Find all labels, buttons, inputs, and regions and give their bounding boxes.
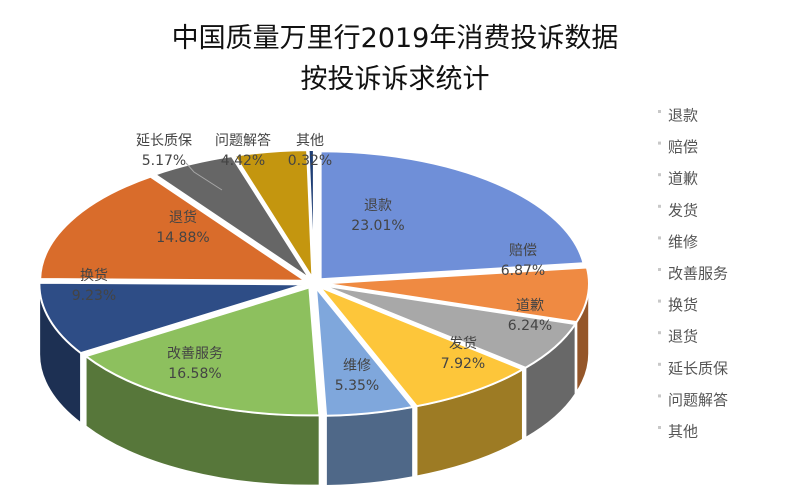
legend-item: 其他	[668, 423, 698, 441]
legend-item: 改善服务	[668, 265, 728, 283]
data-label-value: 5.35%	[335, 378, 379, 394]
data-label-value: 7.92%	[441, 356, 485, 372]
data-label-category: 退款	[364, 198, 392, 214]
data-label-value: 9.23%	[72, 288, 116, 304]
legend-item: 退款	[668, 107, 698, 125]
data-label-value: 4.42%	[221, 153, 265, 169]
legend-marker	[658, 299, 661, 303]
data-label-category: 维修	[343, 358, 371, 374]
data-label-value: 14.88%	[156, 230, 209, 246]
legend-marker	[658, 236, 661, 240]
pie-slice-改善服务	[83, 286, 321, 417]
legend-marker	[658, 362, 661, 366]
data-label-category: 问题解答	[215, 132, 271, 149]
data-label-value: 6.87%	[501, 263, 545, 279]
legend-marker	[658, 141, 661, 145]
pie-slice-其他	[307, 148, 315, 279]
pie-slice-换货	[38, 281, 305, 355]
legend-marker	[658, 110, 661, 113]
legend-item: 换货	[668, 296, 698, 314]
data-label-category: 赔偿	[509, 243, 537, 259]
data-labels: 退款 23.01% 赔偿 6.87% 道歉 6.24% 发货 7.92% 维修 5.35% 改善服务…	[72, 132, 552, 394]
legend-item: 道歉	[668, 170, 698, 188]
pie-slice-发货	[319, 286, 525, 408]
legend-marker	[658, 204, 661, 208]
pie-slice-退款	[319, 150, 585, 281]
pie-slice-道歉	[322, 284, 578, 369]
pie-slice-问题解答	[232, 149, 314, 282]
pie-side-维修	[325, 406, 414, 487]
data-label-category: 道歉	[516, 297, 544, 314]
legend-marker	[658, 426, 661, 429]
data-label-category: 退货	[169, 209, 197, 226]
data-label-value: 16.58%	[168, 366, 221, 382]
data-label-value: 23.01%	[351, 218, 404, 234]
legend-marker	[658, 173, 661, 177]
legend-item: 问题解答	[668, 391, 728, 409]
data-label-value: 6.24%	[508, 318, 552, 334]
legend-item: 延长质保	[668, 359, 728, 377]
pie-tops	[38, 148, 590, 417]
chart-title-line-1: 中国质量万里行2019年消费投诉数据	[172, 23, 619, 54]
legend-marker	[658, 331, 661, 335]
pie-slice-维修	[314, 284, 415, 417]
data-label-category: 换货	[80, 267, 108, 284]
data-label-value: 5.17%	[142, 153, 186, 169]
legend-marker	[658, 394, 661, 398]
leader-line	[185, 162, 223, 191]
data-label-category: 改善服务	[167, 346, 223, 362]
data-label-category: 延长质保	[136, 133, 192, 149]
legend-item: 赔偿	[668, 138, 698, 156]
chart-title: 中国质量万里行2019年消费投诉数据 按投诉诉求统计	[172, 23, 619, 95]
pie-slice-退货	[39, 175, 309, 282]
legend-item: 发货	[668, 201, 698, 219]
legend-marker	[658, 268, 661, 271]
chart-title-line-2: 按投诉诉求统计	[301, 64, 490, 95]
pie-slice-赔偿	[323, 266, 590, 324]
pie-sides	[38, 283, 590, 487]
data-label-category: 其他	[296, 133, 324, 149]
legend-item: 维修	[668, 233, 698, 251]
data-label-value: 0.32%	[288, 153, 332, 169]
data-label-category: 发货	[449, 335, 477, 352]
legend-item: 退货	[668, 328, 698, 346]
pie-slice-延长质保	[152, 155, 311, 280]
